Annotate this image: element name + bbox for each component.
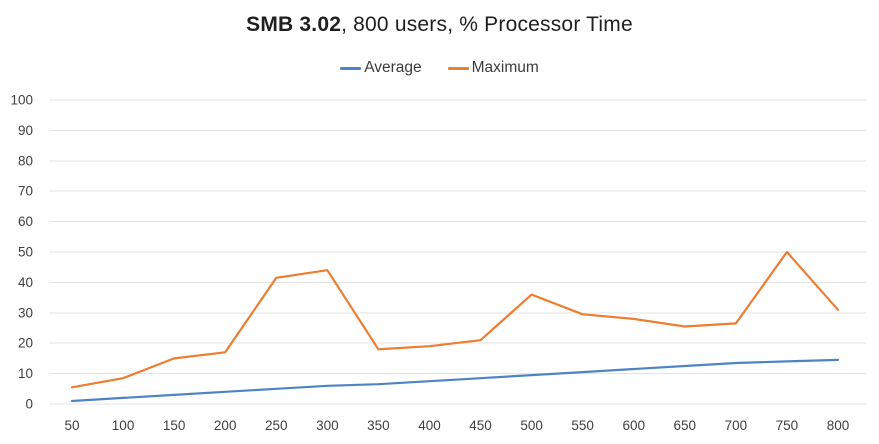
chart-title: SMB 3.02, 800 users, % Processor Time xyxy=(0,13,879,37)
chart-title-bold: SMB 3.02 xyxy=(246,13,342,36)
x-tick-label: 350 xyxy=(367,418,390,433)
legend-item-average: Average xyxy=(340,59,422,77)
legend-label-maximum: Maximum xyxy=(471,59,539,76)
y-tick-label: 60 xyxy=(18,214,33,229)
x-tick-label: 50 xyxy=(64,418,79,433)
x-tick-label: 500 xyxy=(520,418,543,433)
series-line-maximum xyxy=(70,250,840,389)
x-tick-label: 600 xyxy=(622,418,645,433)
legend-label-average: Average xyxy=(364,59,422,76)
x-tick-label: 100 xyxy=(112,418,135,433)
x-tick-label: 400 xyxy=(418,418,441,433)
x-tick-label: 550 xyxy=(571,418,594,433)
y-tick-label: 40 xyxy=(18,275,33,290)
y-tick-label: 30 xyxy=(18,305,33,320)
legend-item-maximum: Maximum xyxy=(447,59,539,77)
y-tick-label: 10 xyxy=(18,366,33,381)
y-tick-label: 20 xyxy=(18,336,33,351)
legend: Average Maximum xyxy=(0,59,879,77)
y-tick-label: 100 xyxy=(10,93,33,108)
series-line-average xyxy=(70,358,840,403)
x-tick-label: 450 xyxy=(469,418,492,433)
y-tick-label: 70 xyxy=(18,184,33,199)
y-tick-label: 0 xyxy=(25,397,33,412)
x-tick-label: 650 xyxy=(674,418,697,433)
x-tick-label: 250 xyxy=(265,418,288,433)
y-tick-label: 50 xyxy=(18,245,33,260)
x-tick-label: 200 xyxy=(214,418,237,433)
x-tick-label: 300 xyxy=(316,418,339,433)
x-tick-label: 150 xyxy=(163,418,186,433)
chart-title-rest: , 800 users, % Processor Time xyxy=(341,13,633,36)
x-tick-label: 750 xyxy=(776,418,799,433)
y-tick-label: 80 xyxy=(18,153,33,168)
y-tick-label: 90 xyxy=(18,123,33,138)
legend-swatch-maximum xyxy=(447,66,469,70)
x-tick-label: 700 xyxy=(725,418,748,433)
x-tick-label: 800 xyxy=(827,418,850,433)
legend-swatch-average xyxy=(340,66,362,70)
